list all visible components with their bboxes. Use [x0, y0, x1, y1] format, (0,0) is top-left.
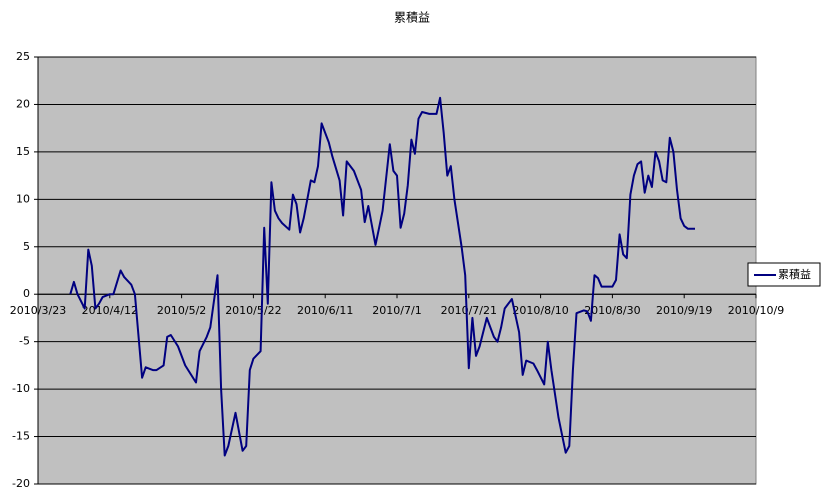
y-tick-label: 25 [16, 50, 30, 63]
legend-label: 累積益 [778, 267, 811, 281]
x-tick-label: 2010/7/21 [441, 304, 497, 317]
chart-title: 累積益 [394, 10, 430, 25]
legend-box [747, 262, 821, 287]
x-tick-label: 2010/9/19 [656, 304, 712, 317]
y-tick-label: 5 [23, 240, 30, 253]
x-tick-label: 2010/10/9 [728, 304, 784, 317]
plot-area [37, 56, 757, 485]
y-tick-label: 0 [23, 287, 30, 300]
x-tick-label: 2010/5/2 [157, 304, 206, 317]
x-tick-label: 2010/4/12 [82, 304, 138, 317]
y-tick-label: -15 [12, 430, 30, 443]
x-tick-label: 2010/5/22 [225, 304, 281, 317]
x-tick-label: 2010/8/30 [584, 304, 640, 317]
y-tick-label: -10 [12, 382, 30, 395]
x-tick-label: 2010/6/11 [297, 304, 353, 317]
x-tick-label: 2010/3/23 [10, 304, 66, 317]
y-tick-label: -5 [19, 335, 30, 348]
y-tick-label: -20 [12, 477, 30, 490]
data-line [69, 96, 695, 457]
x-tick-label: 2010/7/1 [372, 304, 421, 317]
y-tick-label: 15 [16, 145, 30, 158]
y-tick-label: 20 [16, 97, 30, 110]
x-tick-label: 2010/8/10 [512, 304, 568, 317]
y-tick-label: 10 [16, 192, 30, 205]
